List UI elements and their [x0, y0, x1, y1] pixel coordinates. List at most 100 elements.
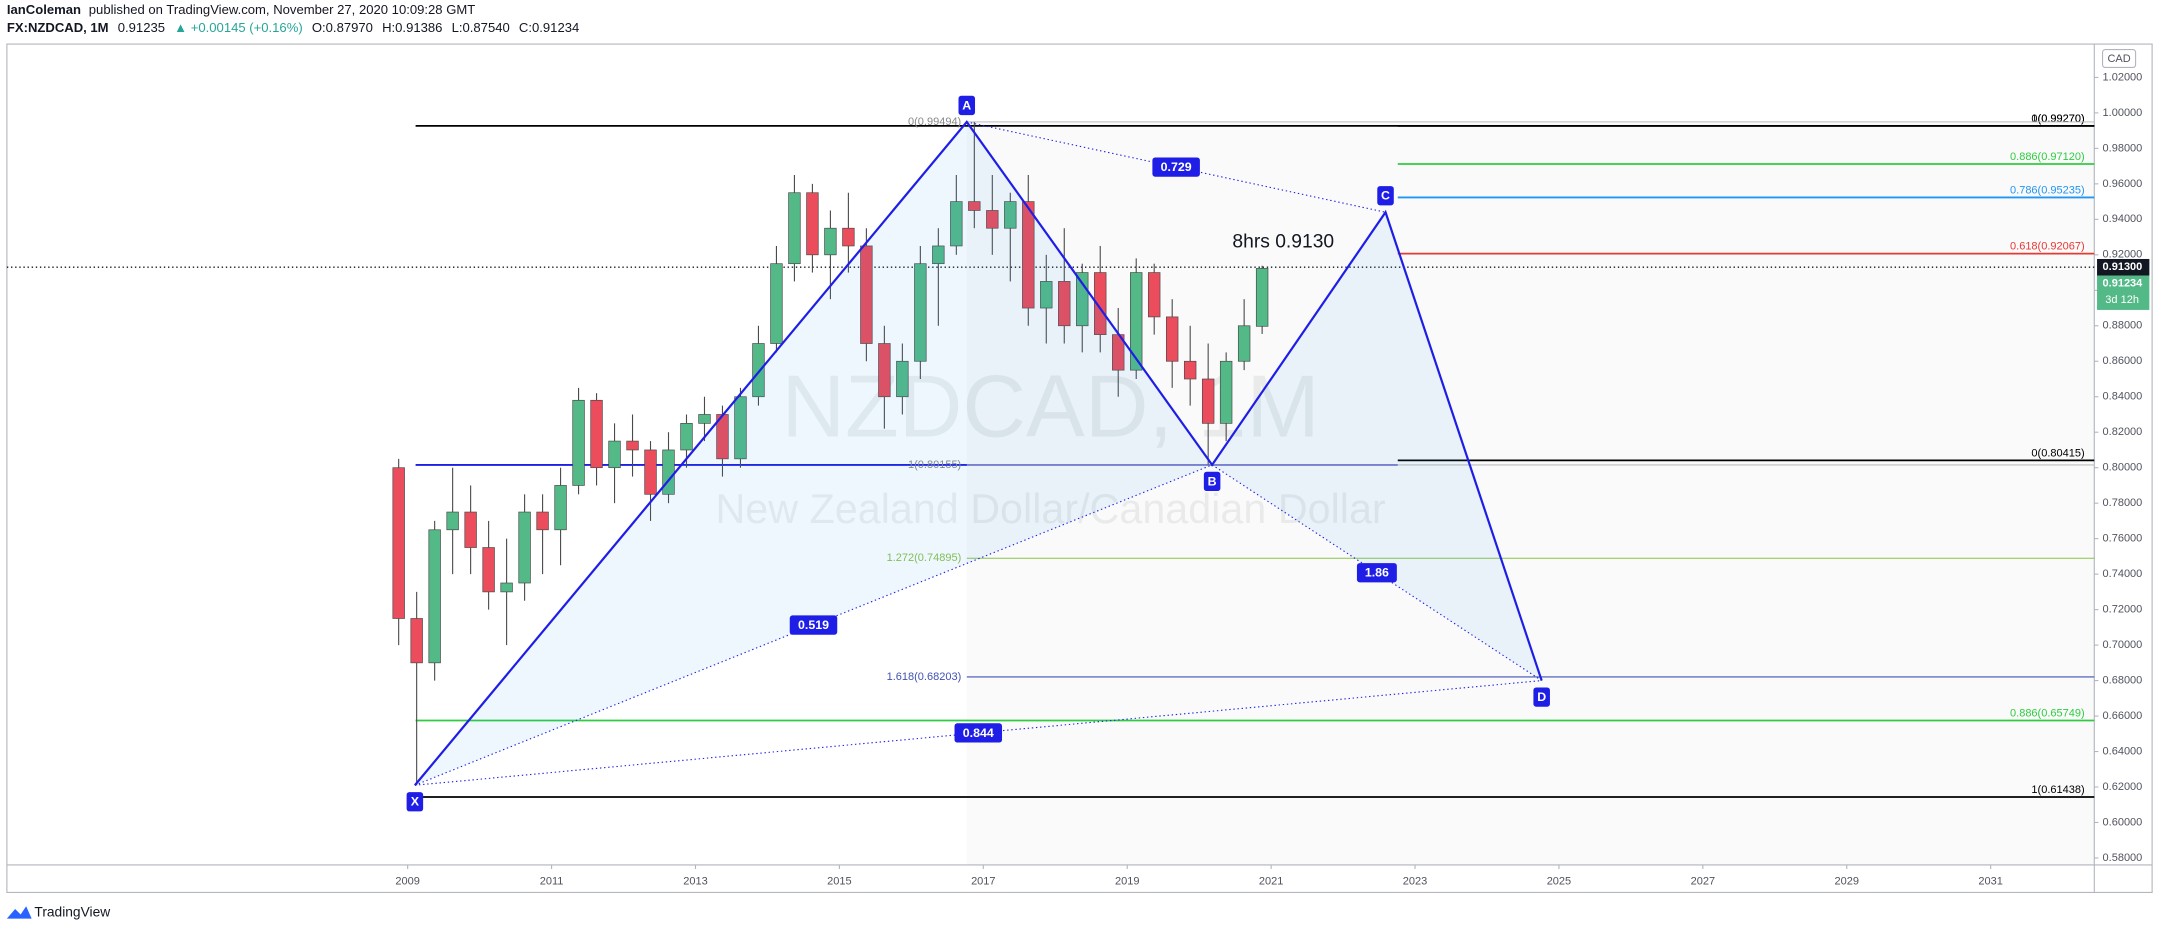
y-tick-label: 0.72000	[2103, 604, 2143, 616]
ratio-line	[966, 121, 1386, 213]
fib-zone	[966, 121, 2095, 865]
ratio-label: 0.519	[798, 618, 829, 632]
x-tick-label: 2015	[827, 875, 851, 887]
candle-body	[482, 547, 495, 593]
candle-body	[1148, 272, 1161, 318]
symbol: FX:NZDCAD, 1M	[7, 20, 109, 35]
point-box	[1377, 186, 1394, 206]
y-tick-label: 0.96000	[2103, 178, 2143, 190]
watermark-subtitle: New Zealand Dollar/Canadian Dollar	[715, 486, 1385, 532]
candle-body	[752, 343, 765, 398]
candle-body	[950, 201, 963, 247]
x-tick-label: 2011	[540, 875, 564, 887]
candle-body	[878, 343, 891, 398]
y-tick-label: 1.00000	[2103, 107, 2143, 119]
currency-button[interactable]	[2101, 49, 2137, 69]
y-tick-label: 0.58000	[2103, 852, 2143, 864]
candle-body	[410, 618, 423, 664]
candle-body	[446, 511, 459, 531]
footer-logo: TradingView	[6, 905, 110, 920]
candle-body	[896, 360, 909, 398]
x-tick-label: 2017	[971, 875, 995, 887]
candle-body	[464, 511, 477, 548]
y-tick-label: 0.80000	[2103, 462, 2143, 474]
y-tick-label: 0.74000	[2103, 568, 2143, 580]
ratio-label: 0.844	[963, 726, 994, 740]
candle-body	[500, 582, 513, 593]
candle-body	[1255, 268, 1269, 327]
y-tick-label: 1.02000	[2103, 71, 2143, 83]
pattern-line	[414, 120, 1543, 786]
y-tick-label: 0.78000	[2103, 497, 2143, 509]
y-tick-label: 0.62000	[2103, 781, 2143, 793]
x-tick-label: 2009	[395, 875, 419, 887]
countdown: 3d 12h	[2105, 294, 2139, 306]
change: ▲ +0.00145 (+0.16%)	[174, 20, 303, 35]
candle-body	[1022, 201, 1035, 309]
candle-body	[968, 201, 981, 211]
candle-body	[1094, 272, 1107, 335]
candle-body	[1058, 281, 1071, 327]
candle-body	[536, 511, 549, 531]
point-box	[958, 95, 976, 116]
ratio-label: 1.86	[1365, 566, 1389, 580]
ratio-box	[954, 723, 1003, 743]
y-tick-label: 0.82000	[2103, 426, 2143, 438]
fib-level-label: 0.886(0.97120)	[2010, 151, 2085, 163]
candle-body	[842, 227, 855, 247]
x-tick-label: 2029	[1835, 875, 1859, 887]
point-label: D	[1537, 690, 1546, 704]
last: 0.91235	[118, 20, 165, 35]
candle-body	[680, 423, 693, 451]
candle-body	[914, 263, 927, 362]
y-tick-label: 0.84000	[2103, 391, 2143, 403]
ohlc-high: H:0.91386	[382, 20, 442, 35]
header-line-2: FX:NZDCAD, 1M 0.91235 ▲ +0.00145 (+0.16%…	[7, 20, 579, 35]
x-tick-label: 2027	[1691, 875, 1715, 887]
candle-body	[770, 263, 783, 344]
y-tick-label: 0.66000	[2103, 710, 2143, 722]
last-price-box	[2097, 275, 2150, 310]
published: published on TradingView.com, November 2…	[89, 2, 475, 17]
pattern-layer: 0.519 0.729 1.86 0.844 X A B C D 8hrs 0.9130	[406, 95, 1550, 812]
point-box	[406, 792, 424, 812]
point-label: X	[411, 795, 420, 809]
x-tick-label: 2023	[1403, 875, 1427, 887]
y-tick-label: 0.86000	[2103, 355, 2143, 367]
candle-body	[734, 396, 747, 460]
candle-body	[1219, 360, 1233, 424]
chart-frame	[6, 43, 2153, 893]
price-line-label: 0.91300	[2103, 261, 2143, 273]
ratio-line	[414, 680, 1542, 786]
candle-body	[518, 511, 531, 584]
ohlc-low: L:0.87540	[452, 20, 510, 35]
x-tick-label: 2025	[1547, 875, 1571, 887]
point-box	[1203, 471, 1221, 492]
candle-body	[554, 485, 567, 531]
last-price-label: 0.91234	[2103, 278, 2144, 290]
author: IanColeman	[7, 2, 81, 17]
background-layer	[966, 121, 2095, 865]
fib-level-label: 0.786(0.95235)	[2010, 184, 2085, 196]
fib-level-label: 1(0.80155)	[908, 459, 961, 471]
ratio-box	[1356, 563, 1397, 583]
fib-level-label: 1(0.61438)	[2031, 784, 2084, 796]
fib-level-label: 1(0.99270)	[2031, 113, 2084, 125]
candle-body	[608, 440, 621, 469]
ratio-box	[789, 615, 838, 635]
candle-body	[1201, 378, 1215, 424]
x-tick-label: 2021	[1259, 875, 1283, 887]
fib-level-label: 1.618(0.68203)	[887, 671, 962, 683]
candle-body	[1165, 316, 1179, 362]
annotation: 8hrs 0.9130	[1232, 232, 1334, 253]
candle-body	[788, 192, 801, 265]
currency-label[interactable]: CAD	[2107, 53, 2130, 65]
candle-body	[806, 192, 819, 256]
fib-level-label: 0(0.99494)	[908, 116, 961, 128]
logo-icon	[6, 906, 32, 919]
fib-level-label: 0.618(0.92067)	[2010, 241, 2085, 253]
candle-body	[428, 529, 441, 664]
candle-body	[572, 399, 585, 486]
axis-layer: 0.58000 0.60000 0.62000 0.64000 0.66000 0.680…	[395, 71, 2150, 887]
header-line-1: IanColeman published on TradingView.com,…	[7, 2, 475, 17]
